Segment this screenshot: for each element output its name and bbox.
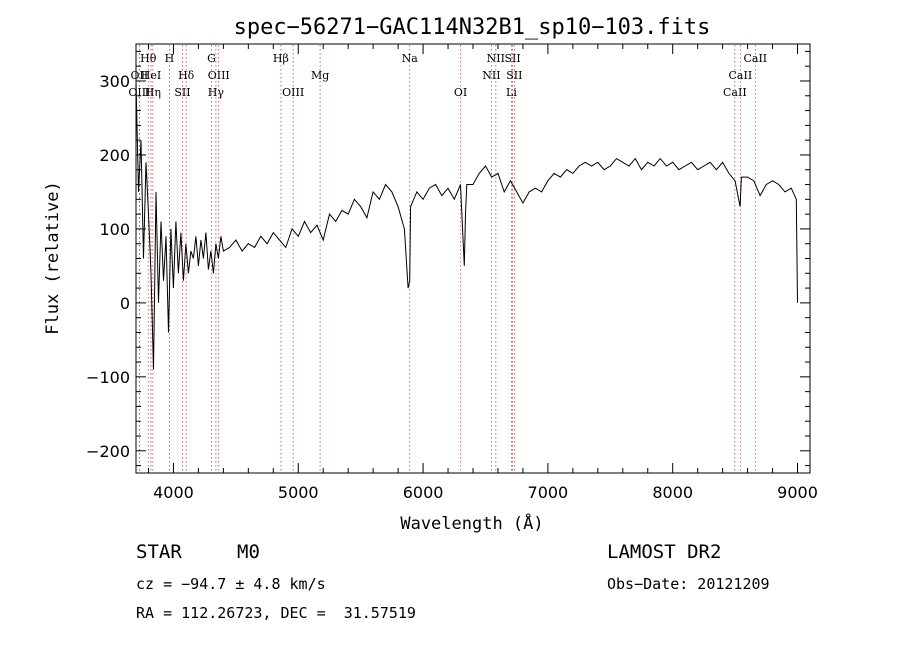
line-label-11: Hβ bbox=[273, 52, 289, 65]
x-tick-label-9000: 9000 bbox=[777, 483, 818, 502]
y-axis-label: Flux (relative) bbox=[43, 181, 63, 335]
line-label-17: NII bbox=[482, 69, 500, 82]
x-tick-label-8000: 8000 bbox=[652, 483, 693, 502]
y-tick-label--200: −200 bbox=[86, 442, 130, 461]
emission-line-labels: Hθ OII OIII HeI Hη HHδ SII G OIII Hγ Hβ OIII Mg Na OI N… bbox=[128, 52, 767, 99]
line-label-16: NII bbox=[487, 52, 505, 65]
line-label-4: Hη bbox=[145, 86, 161, 99]
survey-name: LAMOST DR2 bbox=[607, 541, 722, 563]
line-label-21: CaII bbox=[743, 52, 767, 65]
x-axis-ticks: 4000 5000 6000 7000 8000 9000 bbox=[147, 44, 818, 502]
line-label-23: CaII bbox=[723, 86, 747, 99]
spectrum-chart: spec−56271−GAC114N32B1_sp10−103.fits Hθ O… bbox=[43, 15, 818, 534]
x-axis-label: Wavelength (Å) bbox=[400, 512, 543, 534]
obs-date: Obs−Date: 20121209 bbox=[607, 575, 770, 593]
x-tick-label-7000: 7000 bbox=[528, 483, 569, 502]
line-label-9: OIII bbox=[208, 69, 230, 82]
y-tick-label-300: 300 bbox=[99, 72, 130, 91]
plot-frame bbox=[135, 43, 811, 474]
line-label-20: Li bbox=[506, 86, 517, 99]
coordinates: RA = 112.26723, DEC = 31.57519 bbox=[136, 604, 416, 622]
line-label-18: SII bbox=[504, 52, 520, 65]
object-subclass: M0 bbox=[237, 541, 260, 563]
line-label-0: Hθ bbox=[140, 52, 157, 65]
line-label-15: OI bbox=[454, 86, 467, 99]
x-tick-label-6000: 6000 bbox=[403, 483, 444, 502]
redshift-readout: cz = −94.7 ± 4.8 km/s bbox=[136, 575, 326, 593]
line-label-5: H bbox=[165, 52, 175, 65]
y-tick-label-100: 100 bbox=[99, 220, 130, 239]
line-label-7: SII bbox=[174, 86, 190, 99]
line-label-2: OIII bbox=[128, 86, 150, 99]
emission-line-markers bbox=[138, 45, 756, 472]
y-tick-label-200: 200 bbox=[99, 146, 130, 165]
line-label-22: CaII bbox=[729, 69, 753, 82]
line-label-19: SII bbox=[506, 69, 522, 82]
chart-title: spec−56271−GAC114N32B1_sp10−103.fits bbox=[234, 15, 711, 40]
y-tick-label--100: −100 bbox=[86, 368, 130, 387]
x-tick-label-4000: 4000 bbox=[153, 483, 194, 502]
line-label-6: Hδ bbox=[178, 69, 195, 82]
line-label-10: Hγ bbox=[208, 86, 225, 99]
line-label-3: HeI bbox=[141, 69, 161, 82]
line-label-1: OII bbox=[131, 69, 149, 82]
line-label-12: OIII bbox=[282, 86, 304, 99]
y-axis-ticks: −200 −100 0 100 200 300 bbox=[86, 50, 810, 467]
line-label-8: G bbox=[207, 52, 216, 65]
line-label-14: Na bbox=[402, 52, 419, 65]
spectrum-series-line bbox=[135, 80, 798, 370]
y-tick-label-0: 0 bbox=[120, 294, 130, 313]
x-tick-label-5000: 5000 bbox=[278, 483, 319, 502]
line-label-13: Mg bbox=[311, 69, 329, 82]
object-type: STAR bbox=[136, 541, 182, 563]
